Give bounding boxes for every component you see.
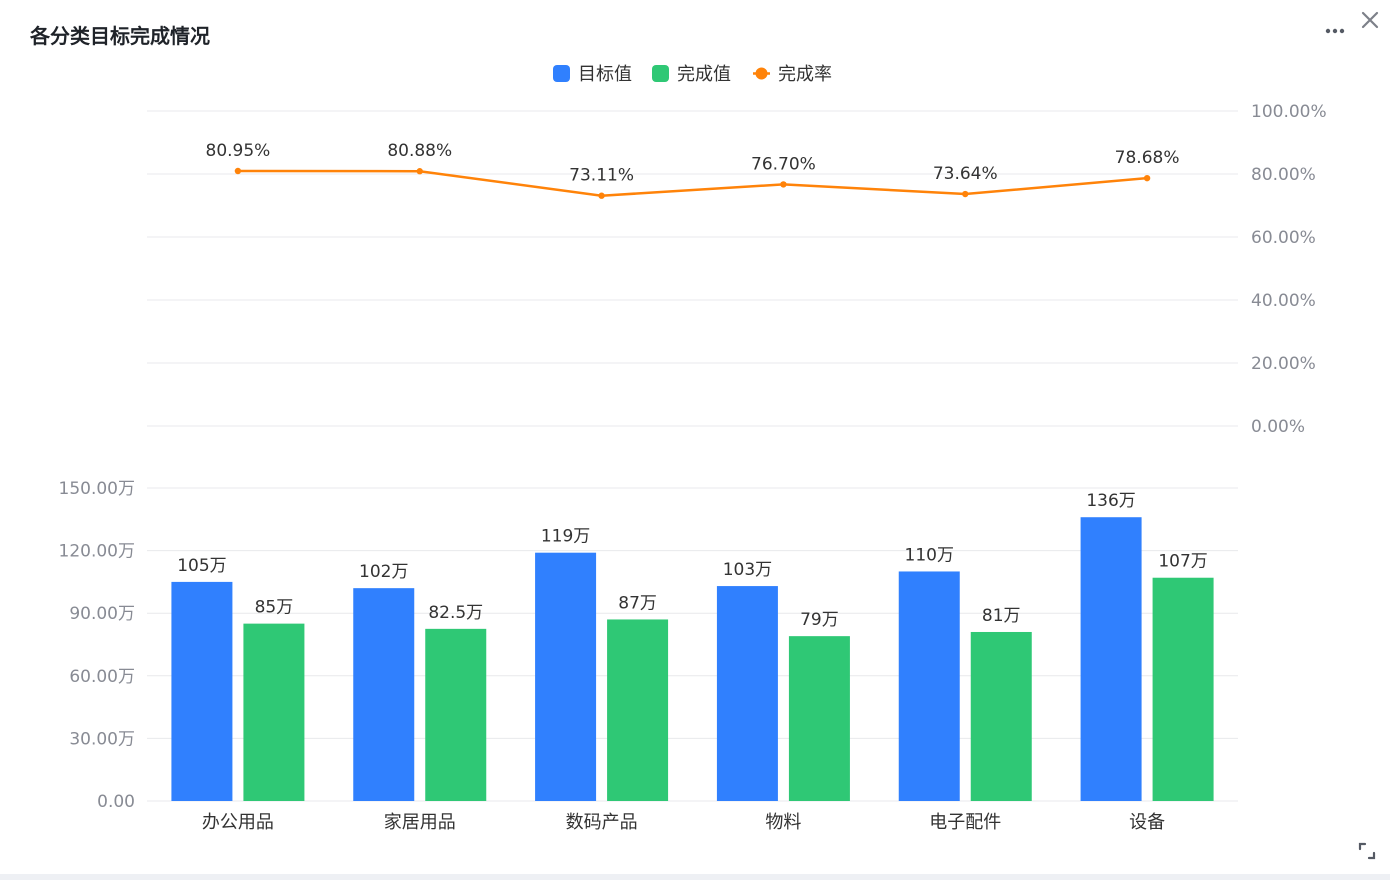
rate-data-label: 80.88%	[387, 141, 452, 161]
bar-data-label: 105万	[177, 556, 226, 576]
bar	[535, 552, 597, 801]
legend-label: 完成值	[677, 64, 731, 85]
y-right-tick-label: 60.00%	[1251, 228, 1316, 248]
x-tick-label: 数码产品	[566, 812, 638, 833]
expand-icon[interactable]	[1356, 840, 1378, 862]
bar-data-label: 136万	[1086, 491, 1135, 511]
rate-point	[1143, 174, 1151, 182]
rate-point	[234, 167, 242, 175]
bar-data-label: 82.5万	[428, 603, 483, 623]
y-right-tick-label: 0.00%	[1251, 417, 1305, 437]
x-tick-label: 家居用品	[384, 812, 456, 833]
y-left-tick-label: 30.00万	[69, 729, 135, 749]
close-icon[interactable]	[1358, 8, 1382, 32]
bar-data-label: 103万	[723, 560, 772, 580]
rate-data-label: 73.64%	[933, 164, 998, 184]
rate-data-label: 80.95%	[206, 141, 271, 161]
y-left-tick-label: 60.00万	[69, 667, 135, 687]
rate-data-label: 76.70%	[751, 154, 816, 174]
chart-axes: 0.00 30.00万 60.00万 90.00万 120.00万 150.00万 0.00…	[59, 102, 1327, 833]
chart-legend: 目标值 完成值 完成率	[553, 64, 832, 85]
bar-data-label: 87万	[618, 593, 657, 613]
bar	[1080, 517, 1142, 801]
rate-point	[962, 190, 969, 198]
bar	[716, 586, 778, 801]
y-right-tick-label: 80.00%	[1251, 165, 1316, 185]
y-left-tick-label: 150.00万	[59, 479, 135, 499]
bar	[607, 619, 669, 801]
bar	[243, 623, 305, 801]
y-right-tick-label: 40.00%	[1251, 291, 1316, 311]
bar-data-label: 110万	[905, 545, 954, 565]
y-right-tick-label: 100.00%	[1251, 102, 1327, 122]
chart-bars	[171, 517, 1214, 801]
bar-data-label: 102万	[359, 562, 408, 582]
bar	[171, 581, 233, 801]
bar	[788, 636, 850, 801]
rate-line	[237, 169, 1148, 197]
bar	[353, 588, 415, 801]
x-tick-label: 电子配件	[929, 812, 1001, 833]
bar	[425, 628, 487, 801]
more-horizontal-icon[interactable]	[1322, 20, 1348, 40]
bottom-strip	[0, 874, 1390, 880]
legend-swatch	[652, 65, 669, 82]
bar-data-label: 107万	[1158, 552, 1207, 572]
chart-line	[234, 167, 1151, 199]
bar-data-label: 85万	[255, 598, 294, 618]
y-left-tick-label: 0.00	[97, 792, 135, 812]
y-left-tick-label: 90.00万	[69, 604, 135, 624]
legend-swatch-dot	[755, 67, 768, 80]
legend-label: 目标值	[578, 64, 632, 85]
y-right-tick-label: 20.00%	[1251, 354, 1316, 374]
bar-data-label: 81万	[982, 606, 1021, 626]
x-tick-label: 物料	[765, 812, 801, 833]
y-left-tick-label: 120.00万	[59, 542, 135, 562]
rate-point	[780, 181, 787, 188]
x-tick-label: 设备	[1129, 812, 1165, 833]
legend-swatch	[553, 65, 570, 82]
rate-data-label: 78.68%	[1115, 148, 1180, 168]
bar-data-label: 119万	[541, 527, 590, 547]
x-tick-label: 办公用品	[202, 812, 274, 833]
bar-data-label: 79万	[800, 610, 839, 630]
bar	[970, 631, 1032, 801]
legend-label: 完成率	[778, 64, 832, 85]
bar	[1152, 577, 1214, 801]
chart-labels: 105万 102万 119万 103万 110万 136万 85万 82.5万 87万 79万 81…	[177, 141, 1208, 630]
chart-grid	[147, 110, 1238, 802]
bar	[898, 571, 960, 801]
rate-point	[416, 168, 423, 175]
chart-title: 各分类目标完成情况	[30, 24, 210, 48]
rate-point	[598, 192, 605, 199]
rate-data-label: 73.11%	[569, 166, 634, 186]
